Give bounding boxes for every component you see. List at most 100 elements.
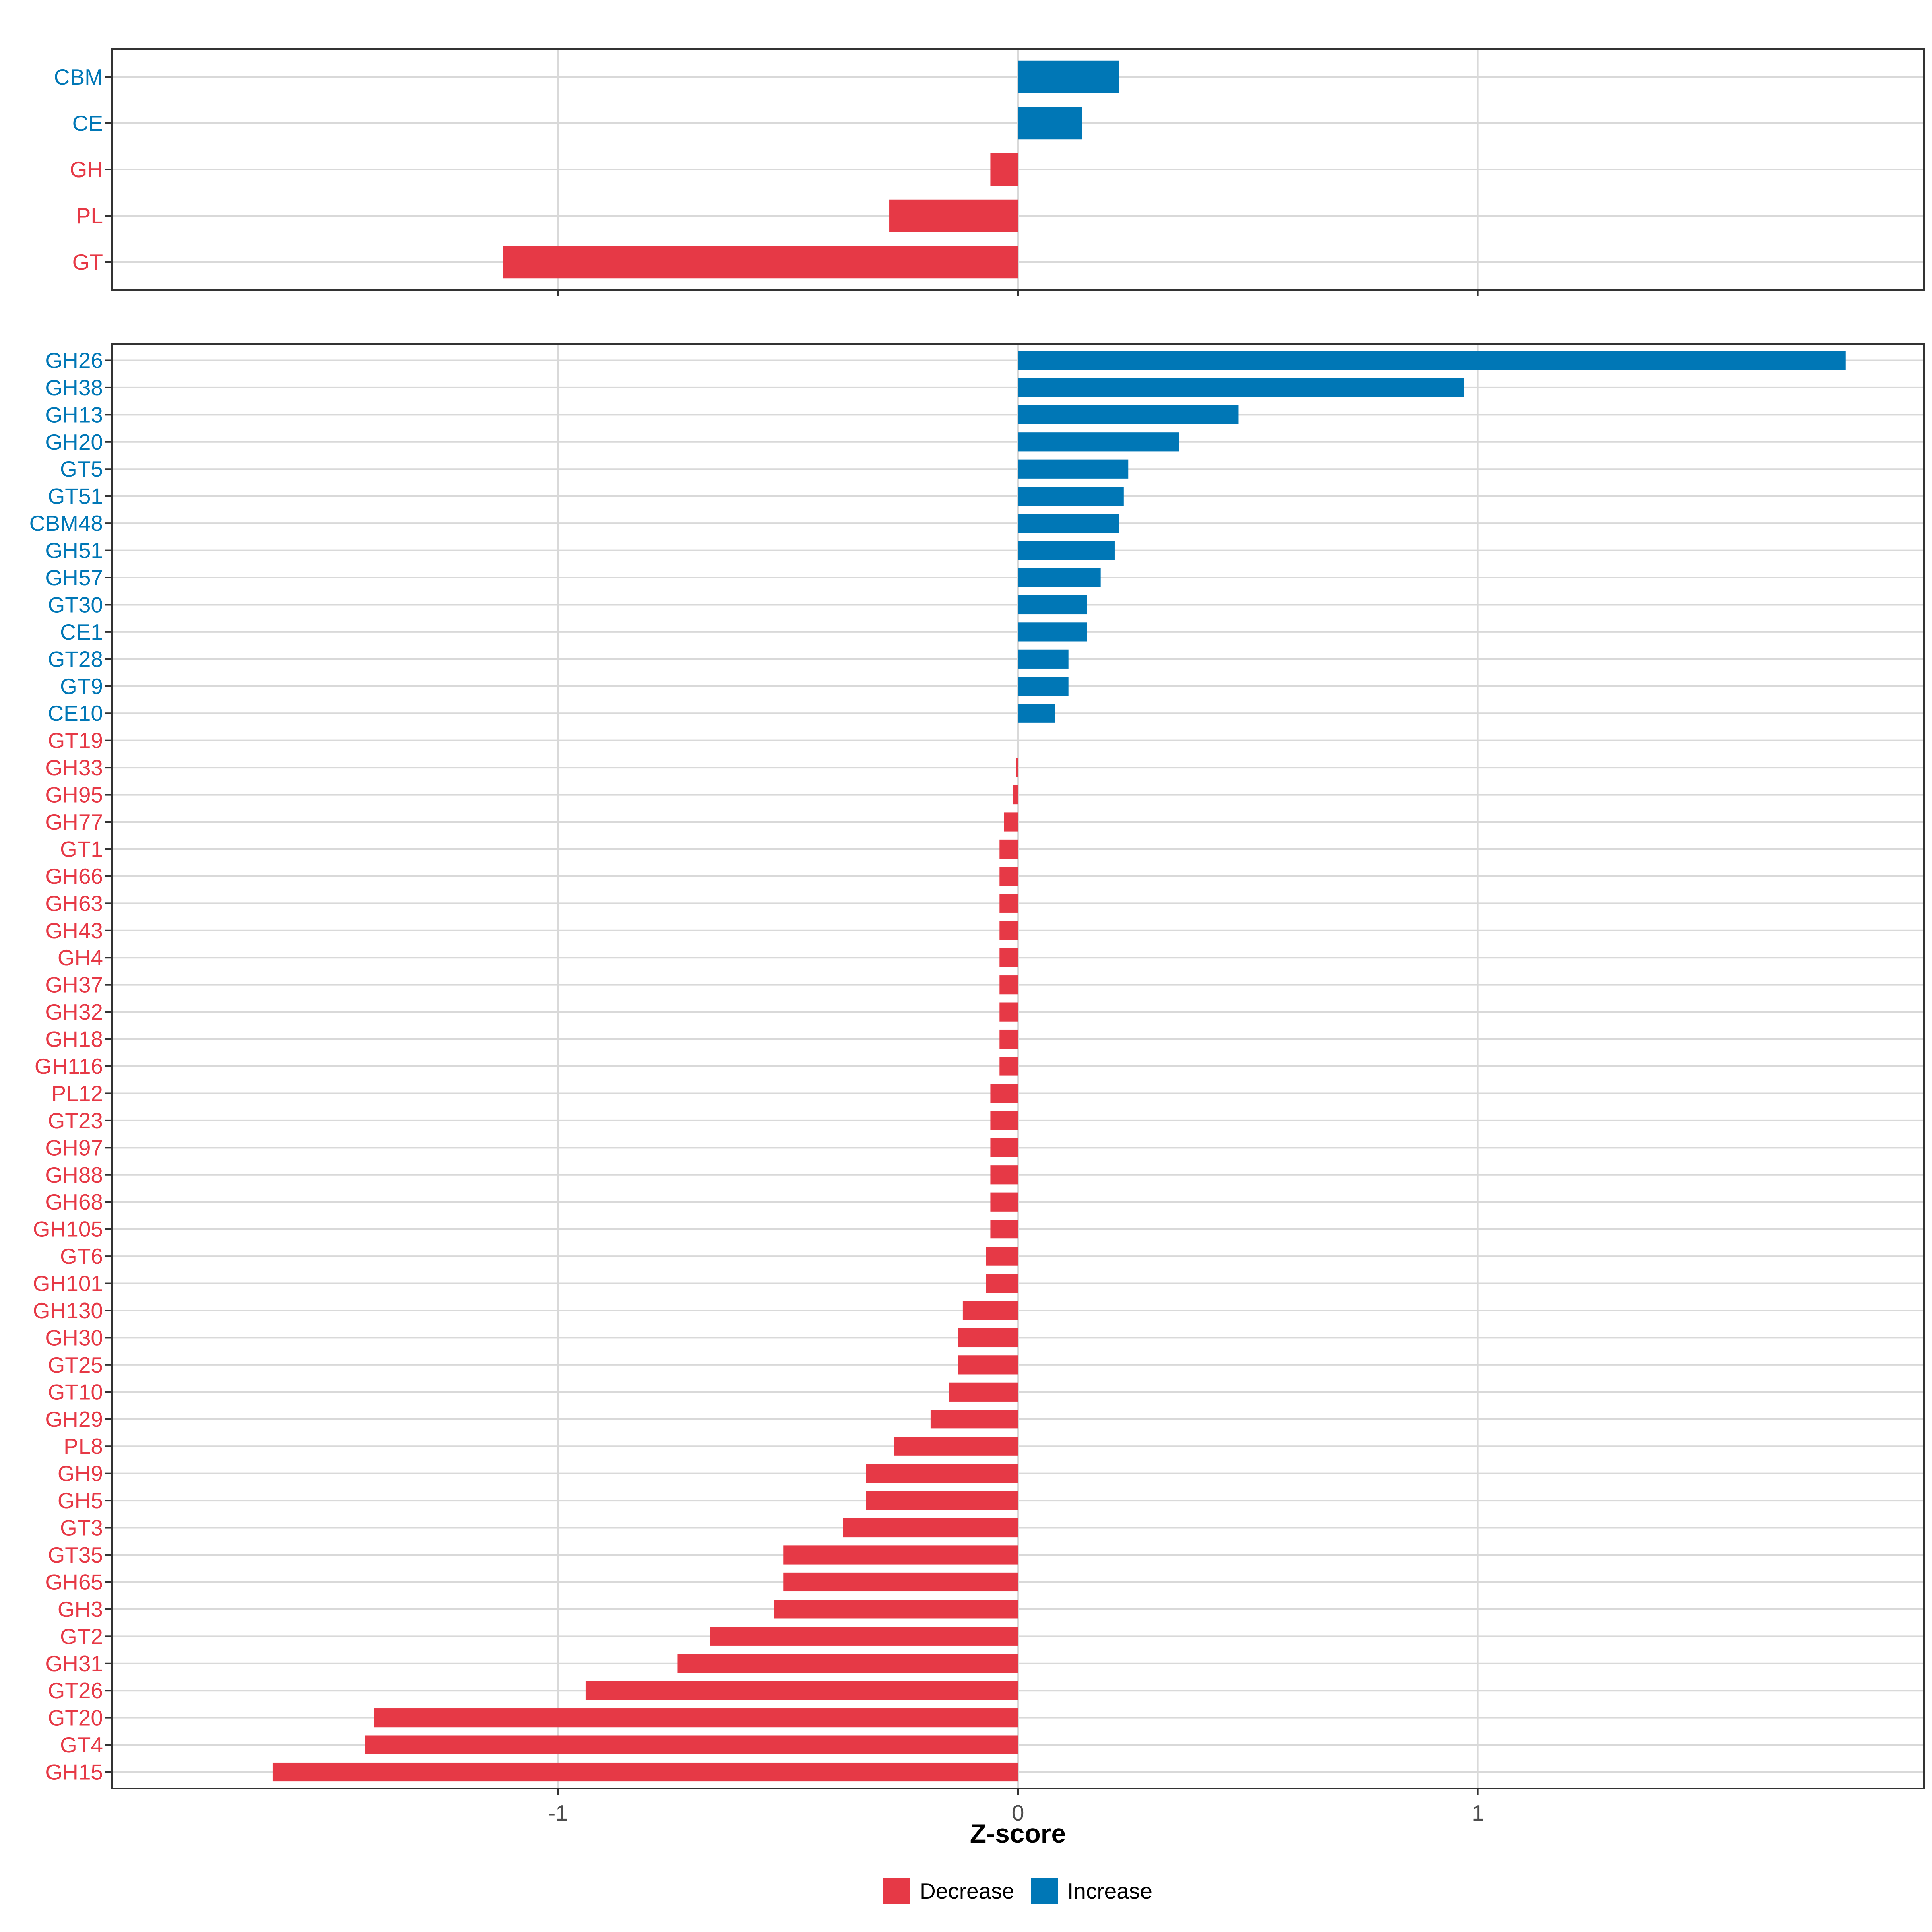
legend-label-increase: Increase	[1067, 1878, 1152, 1903]
bar-GH9	[866, 1464, 1018, 1483]
bar-CE1	[1018, 622, 1087, 642]
category-label-GT51: GT51	[47, 484, 103, 509]
category-label-GH29: GH29	[45, 1407, 103, 1432]
category-label-CE: CE	[72, 111, 103, 136]
category-label-GH18: GH18	[45, 1027, 103, 1052]
category-label-GH: GH	[70, 157, 103, 182]
category-label-GT1: GT1	[60, 836, 103, 861]
category-label-GH38: GH38	[45, 375, 103, 400]
bar-GT5	[1018, 459, 1129, 479]
bar-GH116	[999, 1057, 1018, 1076]
category-label-GH97: GH97	[45, 1135, 103, 1160]
bar-CBM48	[1018, 514, 1119, 533]
category-label-GT28: GT28	[47, 646, 103, 671]
bar-GT6	[986, 1247, 1018, 1266]
bar-GH101	[986, 1274, 1018, 1293]
bar-GH68	[990, 1192, 1018, 1212]
bar-GH37	[999, 975, 1018, 995]
category-label-GH15: GH15	[45, 1760, 103, 1785]
bar-GT20	[374, 1708, 1018, 1728]
panels-layer: CBMCEGHPLGTGH26GH38GH13GH20GT5GT51CBM48G…	[29, 48, 1925, 1795]
bar-GH18	[999, 1029, 1018, 1049]
bar-GH105	[990, 1220, 1018, 1239]
bar-GH97	[990, 1138, 1018, 1157]
bar-PL8	[894, 1437, 1018, 1456]
category-label-GT2: GT2	[60, 1624, 103, 1649]
bar-GH77	[1004, 812, 1018, 832]
bar-PL	[889, 199, 1018, 232]
bar-GT28	[1018, 649, 1069, 669]
category-label-CE1: CE1	[60, 619, 103, 644]
category-label-GT35: GT35	[47, 1542, 103, 1567]
category-label-GT10: GT10	[47, 1379, 103, 1404]
x-tick-label: -1	[548, 1800, 568, 1825]
category-label-GH57: GH57	[45, 565, 103, 590]
bar-GH5	[866, 1491, 1018, 1510]
bar-GT23	[990, 1111, 1018, 1130]
x-tick-label: 0	[1012, 1800, 1024, 1825]
bar-GH33	[1016, 758, 1018, 777]
bar-GH43	[999, 921, 1018, 940]
category-label-GH31: GH31	[45, 1651, 103, 1676]
category-label-GH37: GH37	[45, 972, 103, 997]
category-label-GH30: GH30	[45, 1325, 103, 1350]
category-label-PL12: PL12	[52, 1081, 103, 1106]
bar-GH63	[999, 894, 1018, 913]
category-label-GH95: GH95	[45, 782, 103, 807]
category-label-GH65: GH65	[45, 1569, 103, 1594]
category-label-CBM: CBM	[54, 64, 103, 89]
category-label-GT20: GT20	[47, 1705, 103, 1730]
category-label-GT23: GT23	[47, 1108, 103, 1133]
bar-GT25	[958, 1355, 1018, 1375]
category-label-GT19: GT19	[47, 728, 103, 753]
category-label-GT26: GT26	[47, 1678, 103, 1703]
category-label-GH9: GH9	[58, 1461, 103, 1486]
bar-GH88	[990, 1165, 1018, 1185]
bar-CE	[1018, 107, 1082, 140]
category-label-GH63: GH63	[45, 891, 103, 916]
bar-GH20	[1018, 432, 1179, 452]
category-label-CBM48: CBM48	[29, 511, 103, 536]
category-label-GH105: GH105	[33, 1217, 103, 1242]
category-label-GT25: GT25	[47, 1352, 103, 1377]
bar-GH30	[958, 1328, 1018, 1348]
bar-GH66	[999, 867, 1018, 886]
x-axis-layer: Z-score -1 0 1	[548, 1800, 1484, 1848]
bar-GT	[503, 246, 1018, 279]
category-label-GT9: GT9	[60, 674, 103, 699]
bar-GT3	[843, 1518, 1018, 1538]
bar-GH29	[930, 1410, 1018, 1429]
category-label-GH101: GH101	[33, 1271, 103, 1296]
legend-swatch-decrease	[883, 1878, 910, 1904]
bar-GT26	[585, 1681, 1018, 1700]
bar-CE10	[1018, 704, 1055, 723]
bar-GT9	[1018, 677, 1069, 696]
category-label-PL8: PL8	[64, 1434, 103, 1459]
legend-swatch-increase	[1031, 1878, 1058, 1904]
category-label-GT5: GT5	[60, 456, 103, 481]
category-label-GH66: GH66	[45, 864, 103, 889]
category-label-GT6: GT6	[60, 1244, 103, 1269]
bar-GH57	[1018, 568, 1101, 587]
bar-GH51	[1018, 541, 1115, 560]
category-label-GH130: GH130	[33, 1298, 103, 1323]
category-label-GH77: GH77	[45, 809, 103, 834]
category-label-GT4: GT4	[60, 1732, 103, 1757]
bar-GH3	[774, 1600, 1018, 1619]
category-label-GH51: GH51	[45, 538, 103, 563]
category-label-GH3: GH3	[58, 1597, 103, 1622]
bar-GH15	[272, 1762, 1018, 1782]
bar-GH13	[1018, 405, 1239, 424]
category-label-GH88: GH88	[45, 1162, 103, 1187]
panel-top: CBM CE GH PL GT	[54, 48, 1925, 296]
bar-GH31	[677, 1654, 1018, 1673]
bar-GT2	[710, 1627, 1018, 1646]
legend-label-decrease: Decrease	[920, 1878, 1014, 1903]
bar-GH130	[962, 1301, 1018, 1320]
x-axis-title: Z-score	[970, 1818, 1066, 1848]
bar-PL12	[990, 1084, 1018, 1103]
category-label-CE10: CE10	[47, 701, 103, 726]
bar-GH38	[1018, 378, 1464, 397]
